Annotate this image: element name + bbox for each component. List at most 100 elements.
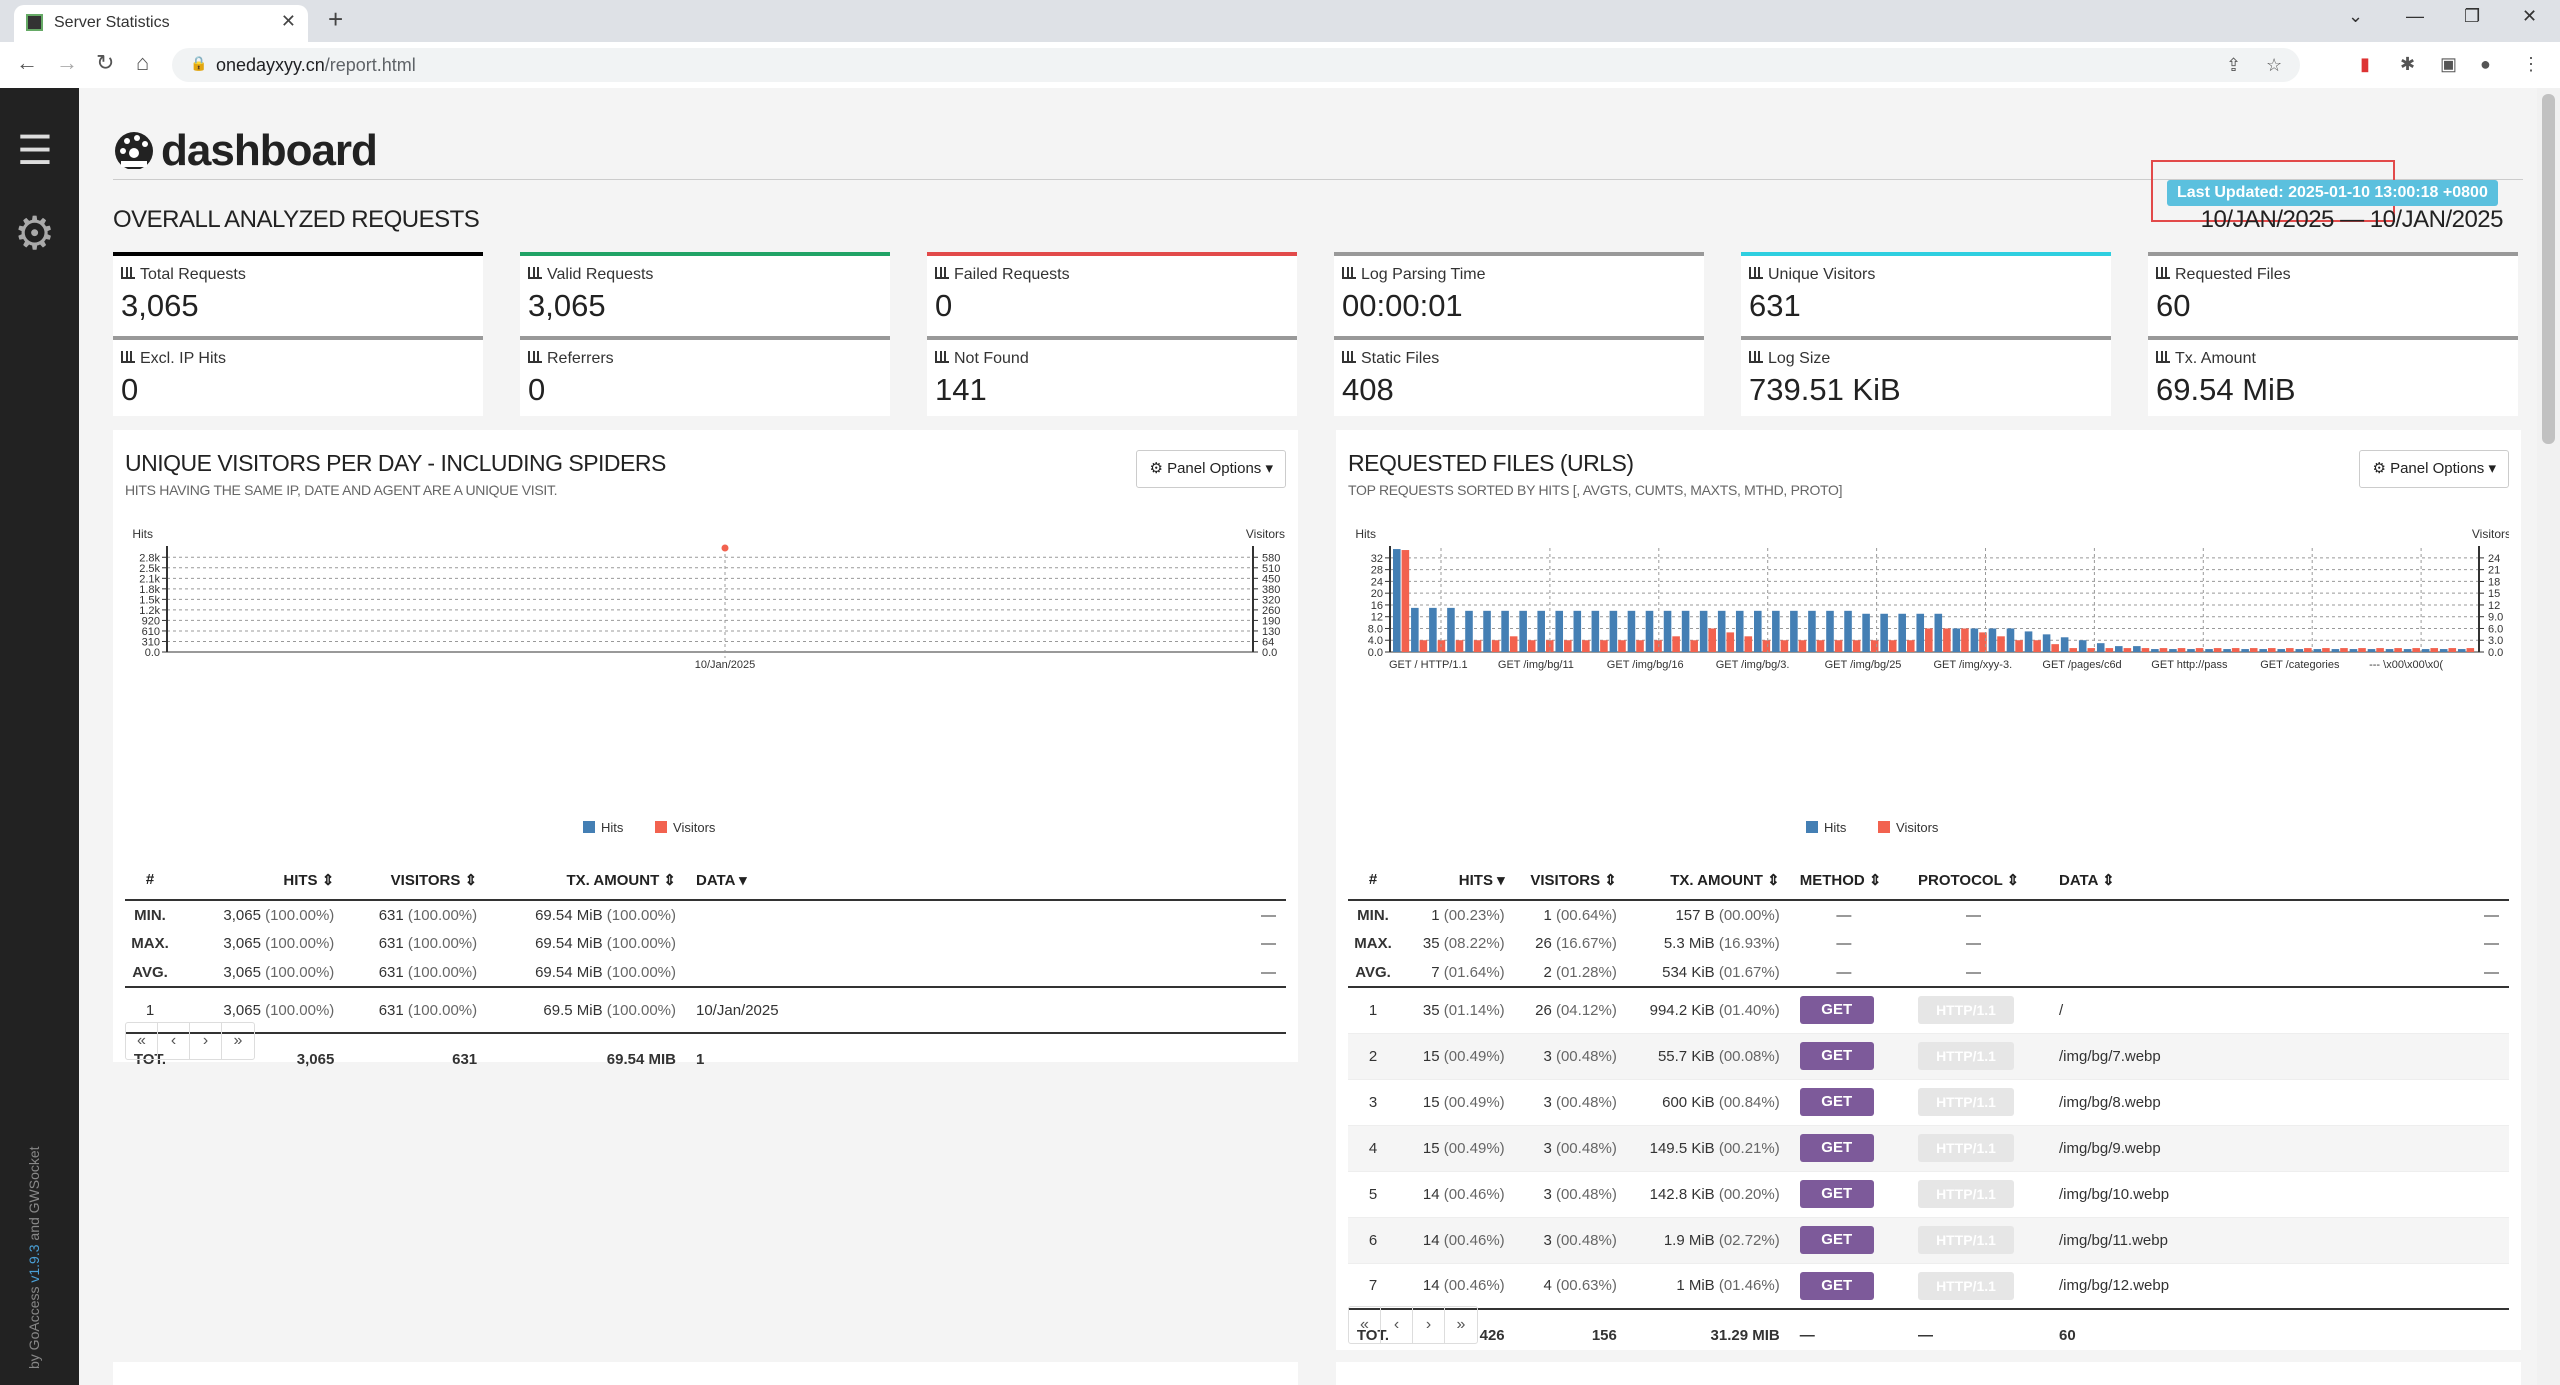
legend-visitors[interactable]: Visitors [655,820,715,835]
stat-card: Tx. Amount 69.54 MiB [2148,336,2518,416]
column-header[interactable]: TX. AMOUNT ⇕ [1626,860,1790,901]
hamburger-menu-icon[interactable]: ☰ [17,129,53,173]
table-row[interactable]: 1 35 (01.14%) 26 (04.12%) 994.2 KiB (01.40%… [1348,986,2509,1034]
column-header[interactable]: PROTOCOL ⇕ [1908,860,2049,901]
share-icon[interactable]: ⇪ [2226,55,2242,75]
visitors-panel-options-button[interactable]: ⚙ Panel Options ▾ [1136,450,1286,488]
hits-bar [1970,628,1979,652]
column-header[interactable]: HITS ⇕ [185,860,345,901]
legend-hits[interactable]: Hits [583,820,623,835]
row-data[interactable]: / [2049,986,2509,1034]
visitors-bar [2195,648,2204,652]
column-header[interactable]: VISITORS ⇕ [1514,860,1627,901]
hits-bar [1519,610,1527,652]
restore-icon[interactable]: ❐ [2464,6,2481,26]
column-header[interactable]: METHOD ⇕ [1789,860,1909,901]
close-tab-icon[interactable]: ✕ [280,11,296,31]
page-scrollbar[interactable] [2537,88,2560,1385]
hits-bar [2006,628,2015,652]
forward-icon[interactable]: → [56,50,78,75]
extension-icon[interactable]: ▮ [2360,54,2370,74]
hits-bar [1609,610,1618,652]
url-bar[interactable]: 🔒 onedayxyy.cn/report.html ☆ ⇪ [172,48,2300,82]
credit-version[interactable]: v1.9.3 [26,1244,42,1283]
back-icon[interactable]: ← [16,50,38,75]
hits-bar [1447,607,1455,652]
row-data[interactable]: /img/bg/11.webp [2049,1217,2509,1264]
y2-tick-label: 580 [1262,552,1280,564]
next-panel-left [113,1362,1298,1385]
url-path: /report.html [324,55,416,75]
prev-page-button[interactable]: ‹ [158,1023,190,1059]
date-range: 10/JAN/2025 — 10/JAN/2025 [2200,206,2504,233]
table-row[interactable]: 1 3,065 (100.00%) 631 (100.00%) 69.5 MiB (1… [125,986,1286,1034]
row-data[interactable]: /img/bg/9.webp [2049,1125,2509,1172]
visitors-bar [2123,648,2132,652]
last-page-button[interactable]: » [233,1032,243,1049]
agg-label: AVG. [1355,963,1391,981]
close-window-icon[interactable]: ✕ [2522,6,2538,26]
column-header[interactable]: DATA ⇕ [2049,860,2509,901]
column-header[interactable]: VISITORS ⇕ [344,860,488,901]
value: 3,065 [223,1001,261,1019]
browser-tab[interactable]: Server Statistics ✕ [14,5,308,42]
last-page-button[interactable]: » [1456,1316,1466,1333]
kebab-menu-icon[interactable]: ⋮ [2522,54,2540,74]
column-header[interactable]: DATA ▾ [686,860,1286,901]
visitors-panel-title: UNIQUE VISITORS PER DAY - INCLUDING SPID… [125,450,666,476]
aggregate-row: MAX. 35 (08.22%) 26 (16.67%) 5.3 MiB (16.93… [1348,929,2509,958]
hits-bar [2205,649,2213,652]
column-header[interactable]: TX. AMOUNT ⇕ [487,860,686,901]
row-data[interactable]: /img/bg/7.webp [2049,1033,2509,1080]
column-header[interactable]: HITS ▾ [1408,860,1515,901]
table-row[interactable]: 5 14 (00.46%) 3 (00.48%) 142.8 KiB (00.20%)… [1348,1171,2509,1218]
row-data[interactable]: /img/bg/10.webp [2049,1171,2509,1218]
legend-visitors[interactable]: Visitors [1878,820,1938,835]
first-page-button[interactable]: « [126,1023,158,1059]
row-number: 1 [125,986,185,1034]
row-number: 1 [1348,986,1408,1034]
stat-card: Valid Requests 3,065 [520,252,890,336]
side-panel-icon[interactable]: ▣ [2440,54,2458,74]
home-icon[interactable]: ⌂ [136,50,150,75]
first-page-button[interactable]: « [1349,1307,1381,1343]
table-row[interactable]: 6 14 (00.46%) 3 (00.48%) 1.9 MiB (02.72%) GE… [1348,1217,2509,1264]
visitors-bar [1888,640,1897,652]
stat-label-text: Excl. IP Hits [140,350,226,367]
prev-page-button[interactable]: ‹ [1381,1307,1413,1343]
visitors-bar [1834,640,1843,652]
hits-bar [1465,610,1473,652]
visitors-bar [1906,640,1915,652]
tab-search-icon[interactable]: ⌄ [2348,6,2364,26]
percent: (00.84%) [1718,1093,1780,1111]
legend-hits[interactable]: Hits [1806,820,1846,835]
next-page-button[interactable]: › [1413,1307,1445,1343]
scrollbar-thumb[interactable] [2542,94,2555,444]
percent: (08.22%) [1443,935,1505,952]
stat-card-label: Valid Requests [528,266,653,284]
bookmark-star-icon[interactable]: ☆ [2266,55,2283,75]
next-page-button[interactable]: › [190,1023,222,1059]
new-tab-icon[interactable]: + [328,4,344,34]
table-row[interactable]: 3 15 (00.49%) 3 (00.48%) 600 KiB (00.84%) GE… [1348,1079,2509,1126]
gear-icon[interactable]: ⚙ [14,207,56,259]
value: 26 [1535,935,1552,952]
hits-bar [1555,610,1564,652]
reload-icon[interactable]: ↻ [96,50,115,75]
profile-icon[interactable]: ● [2480,54,2491,74]
visitors-bar [1582,640,1590,652]
hits-bar [2187,649,2195,652]
minimize-icon[interactable]: — [2406,6,2424,26]
percent: (100.00%) [265,963,335,981]
table-row[interactable]: 4 15 (00.49%) 3 (00.48%) 149.5 KiB (00.21%)… [1348,1125,2509,1172]
lock-icon[interactable]: 🔒 [190,55,208,71]
sidebar: ☰ ⚙ by GoAccess v1.9.3 and GWSocket [0,88,79,1385]
y-tick-label: 0.0 [1368,647,1383,659]
table-row[interactable]: 7 14 (00.46%) 4 (00.63%) 1 MiB (01.46%) GET H… [1348,1263,2509,1310]
row-data[interactable]: /img/bg/12.webp [2049,1263,2509,1310]
puzzle-icon[interactable]: ✱ [2400,54,2416,74]
table-row[interactable]: 2 15 (00.49%) 3 (00.48%) 55.7 KiB (00.08%) G… [1348,1033,2509,1080]
row-data[interactable]: /img/bg/8.webp [2049,1079,2509,1126]
visitors-bar [1491,640,1500,652]
files-panel-options-button[interactable]: ⚙ Panel Options ▾ [2359,450,2509,488]
